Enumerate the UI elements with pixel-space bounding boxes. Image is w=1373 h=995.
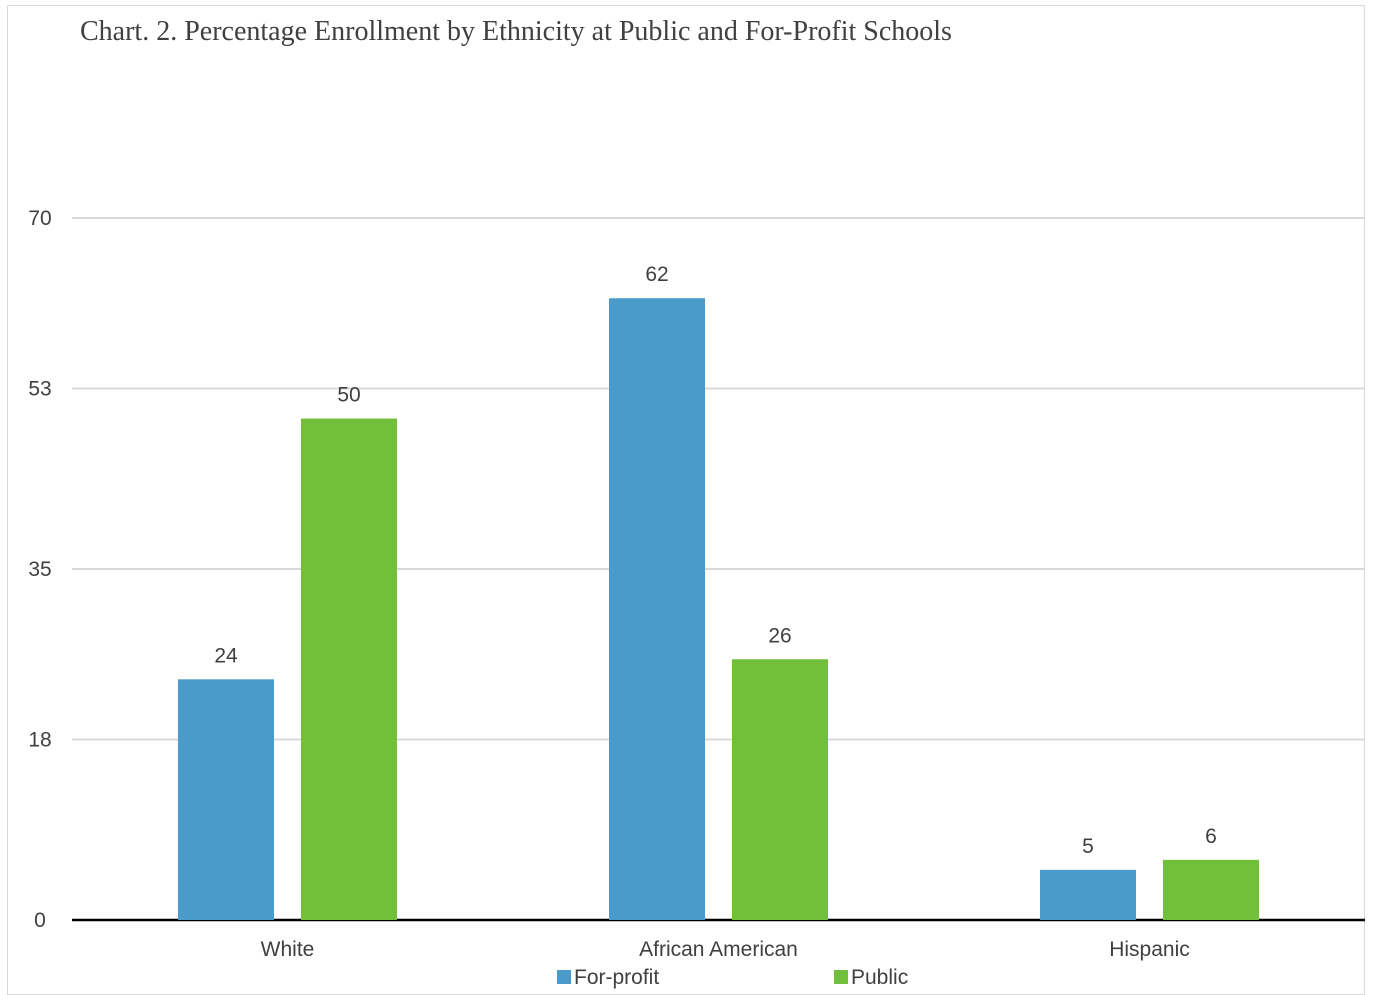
- y-tick-label: 53: [28, 377, 51, 400]
- bar-for-profit-white: [178, 679, 274, 920]
- legend: For-profit Public: [557, 966, 908, 989]
- data-label: 62: [645, 263, 668, 286]
- y-axis-ticks: 0 18 35 53 70: [28, 207, 51, 932]
- legend-swatch: [557, 970, 571, 984]
- data-label: 5: [1082, 835, 1094, 858]
- data-label: 50: [337, 384, 360, 407]
- bar-public-white: [301, 418, 397, 920]
- x-category-label: Hispanic: [1109, 938, 1190, 961]
- bar-public-hispanic: [1163, 859, 1259, 920]
- data-label: 26: [768, 624, 791, 647]
- chart-title: Chart. 2. Percentage Enrollment by Ethni…: [80, 16, 952, 47]
- x-axis-categories: White African American Hispanic: [261, 938, 1190, 961]
- data-label: 6: [1205, 825, 1217, 848]
- legend-label: Public: [851, 966, 908, 989]
- x-category-label: African American: [639, 938, 798, 961]
- bar-public-african-american: [732, 659, 828, 920]
- x-category-label: White: [261, 938, 315, 961]
- bar-for-profit-african-american: [609, 298, 705, 920]
- gridlines: [72, 217, 1365, 922]
- bar-for-profit-hispanic: [1040, 869, 1136, 920]
- y-tick-label: 35: [28, 558, 51, 581]
- data-labels: 24 50 62 26 5 6: [214, 263, 1217, 858]
- data-label: 24: [214, 644, 238, 667]
- legend-swatch: [834, 970, 848, 984]
- bars: [178, 298, 1259, 920]
- legend-label: For-profit: [574, 966, 659, 989]
- y-tick-label: 70: [28, 207, 51, 230]
- y-tick-label: 18: [28, 728, 51, 751]
- y-tick-label: 0: [34, 909, 46, 932]
